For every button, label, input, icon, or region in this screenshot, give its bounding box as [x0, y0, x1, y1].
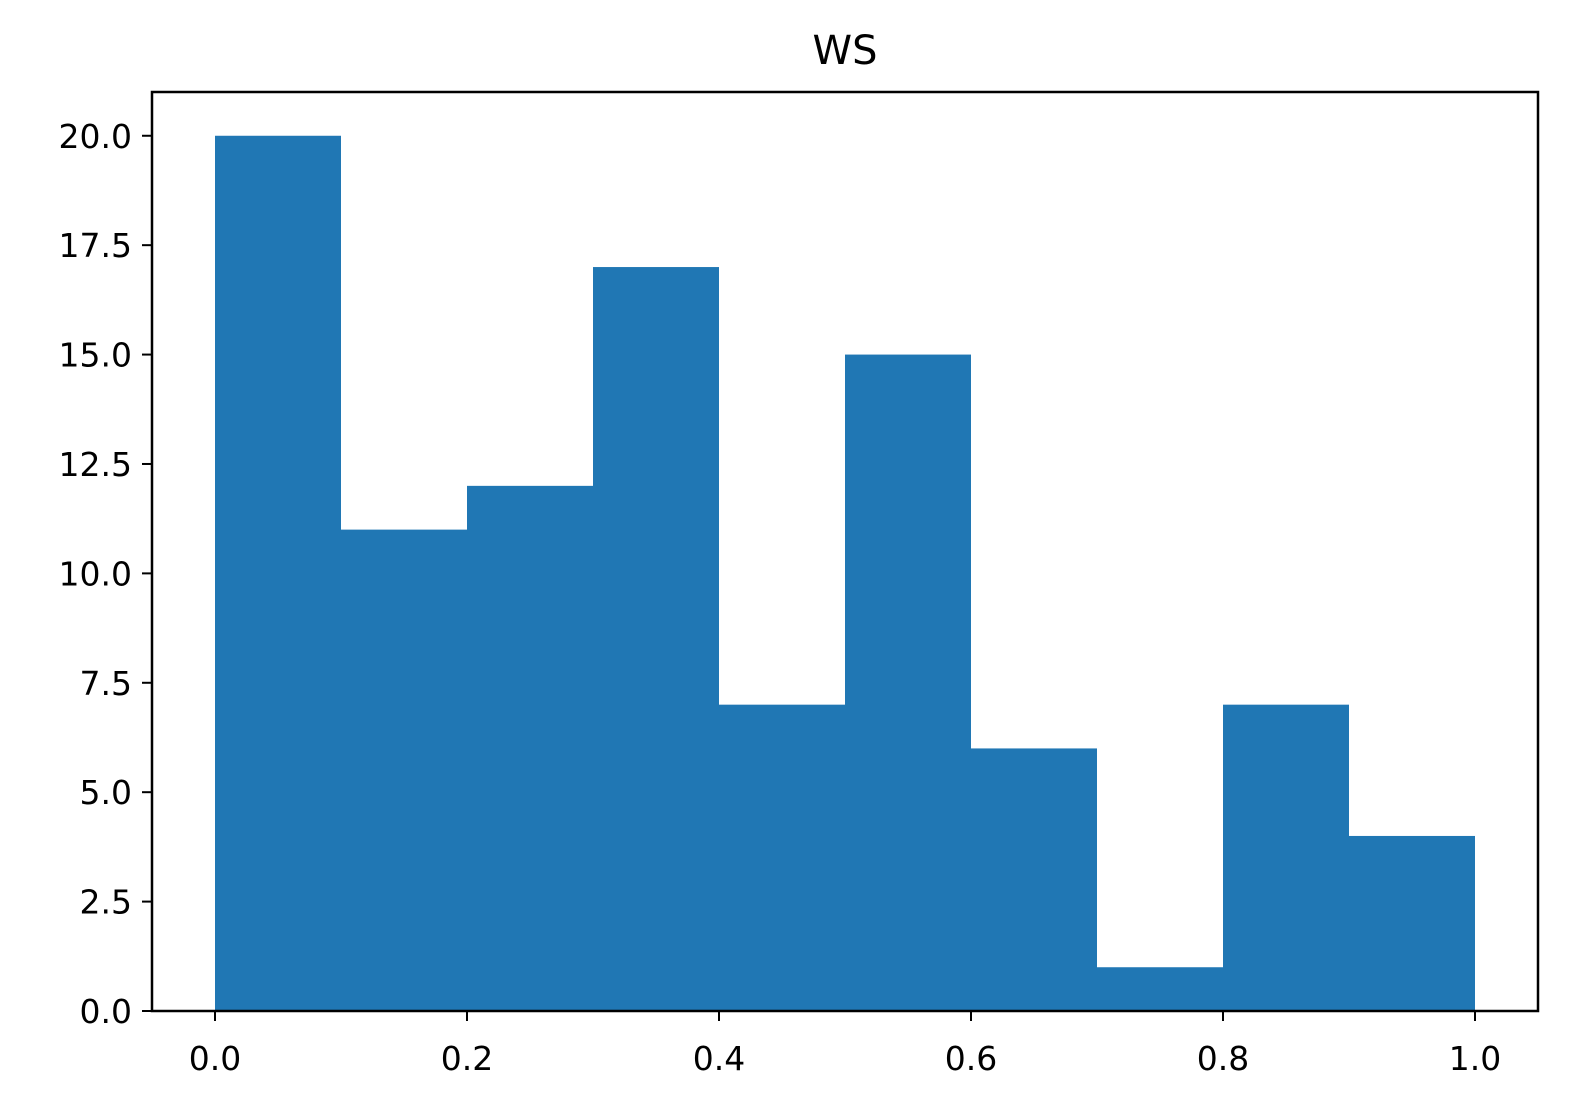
y-tick-label: 7.5: [80, 664, 132, 703]
histogram-bar-3: [467, 485, 593, 1011]
plot-frame: [150, 90, 1540, 1013]
x-tick-label: 0.2: [441, 1039, 493, 1078]
y-tick-label: 12.5: [59, 445, 132, 484]
x-tick-label: 1.0: [1449, 1039, 1501, 1078]
y-tick-label: 17.5: [59, 226, 132, 265]
x-tick-label: 0.8: [1197, 1039, 1249, 1078]
histogram-bar-1: [215, 135, 341, 1011]
histogram-bar-9: [1223, 704, 1349, 1011]
y-tick-label: 5.0: [80, 773, 132, 812]
x-tick-label: 0.4: [693, 1039, 745, 1078]
histogram-bar-7: [971, 748, 1097, 1011]
histogram-bar-6: [845, 354, 971, 1012]
bars-layer: [215, 135, 1475, 1012]
histogram-bar-5: [719, 704, 845, 1011]
x-axis-ticks: 0.0 0.2 0.4 0.6 0.8 1.0: [189, 1011, 1501, 1078]
y-axis-ticks: 0.0 2.5 5.0 7.5 10.0 12.5 15.0 17.5 20.0: [59, 117, 152, 1031]
y-tick-label: 2.5: [80, 883, 132, 922]
chart-title: WS: [813, 28, 878, 74]
histogram-bar-8: [1097, 967, 1223, 1011]
x-tick-label: 0.6: [945, 1039, 997, 1078]
y-tick-label: 0.0: [80, 992, 132, 1031]
histogram-bar-10: [1349, 835, 1475, 1011]
y-tick-label: 20.0: [59, 117, 132, 156]
y-tick-label: 10.0: [59, 554, 132, 593]
x-tick-label: 0.0: [189, 1039, 241, 1078]
histogram-bar-4: [593, 267, 719, 1011]
y-tick-label: 15.0: [59, 336, 132, 375]
histogram-bar-2: [341, 529, 467, 1011]
